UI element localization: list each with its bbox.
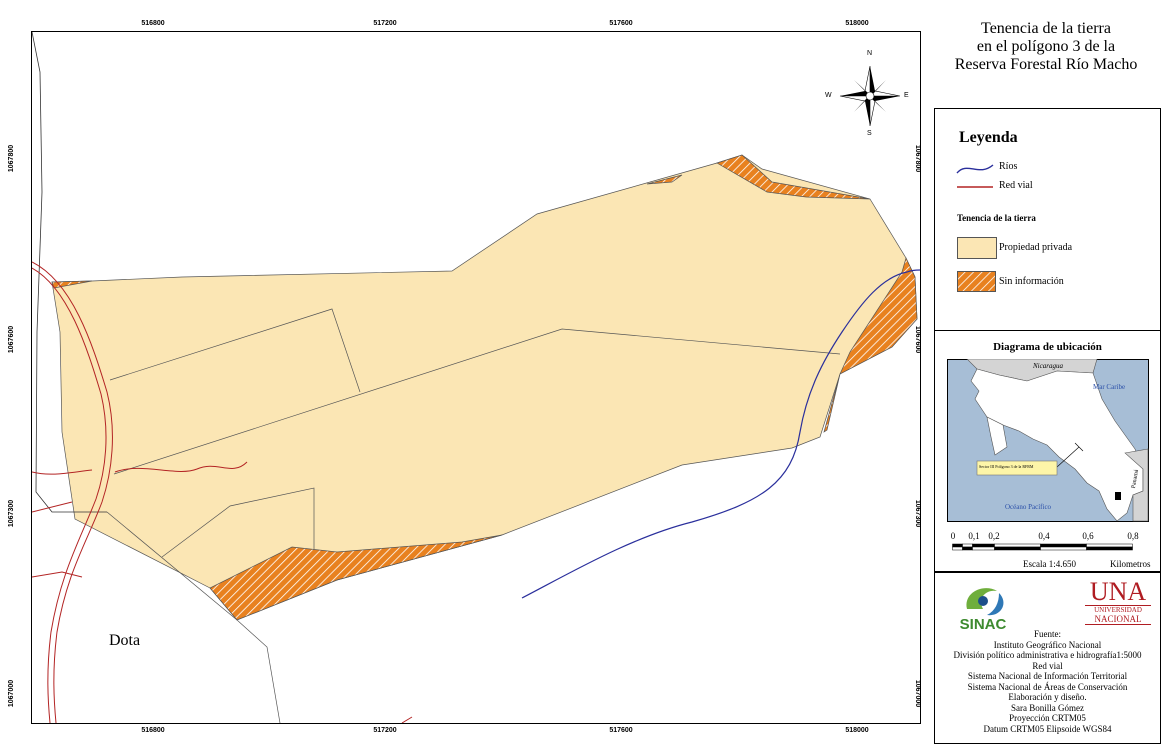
compass-e-label: E	[904, 92, 909, 99]
location-diagram-panel: Diagrama de ubicación Nicaragua Mar Cari…	[934, 330, 1161, 572]
title-line: en el polígono 3 de la	[976, 38, 1116, 55]
scale-bar-graphic	[952, 543, 1133, 551]
title-line: Tenencia de la tierra	[981, 20, 1111, 37]
compass-w-label: W	[825, 92, 832, 99]
credit-line: Sistema Nacional de Áreas de Conservació…	[967, 681, 1128, 692]
map-title: Tenencia de la tierra en el polígono 3 d…	[935, 20, 1157, 74]
rio-river	[521, 269, 920, 599]
scale-tick-label: 0,2	[988, 531, 1000, 541]
diagram-title: Diagrama de ubicación	[993, 341, 1102, 353]
credits-panel: SINAC UNA UNIVERSIDAD NACIONAL Fuente: I…	[934, 572, 1161, 744]
map-frame: N S E W Dota	[31, 31, 921, 724]
legend-panel: Leyenda Ríos Red vial Tenencia de la tie…	[934, 108, 1161, 332]
legend-tenencia-title: Tenencia de la tierra	[957, 213, 1036, 223]
x-tick-label: 518000	[845, 727, 869, 734]
scale-tick-label: 0,1	[968, 531, 980, 541]
y-tick-label: 1067300	[8, 499, 16, 528]
scale-tick-label: 0,6	[1082, 531, 1094, 541]
una-logo: UNA UNIVERSIDAD NACIONAL	[1085, 579, 1151, 637]
x-tick-label: 517200	[373, 20, 397, 27]
title-line: Reserva Forestal Río Macho	[954, 56, 1138, 73]
x-tick-label: 516800	[141, 20, 165, 27]
inset-mar-caribe-label: Mar Caribe	[1093, 383, 1126, 391]
scale-units: Kilometros	[1110, 559, 1151, 569]
una-logo-text: UNA	[1089, 577, 1147, 606]
legend-sin-informacion-label: Sin información	[999, 276, 1064, 287]
sinac-logo: SINAC	[953, 579, 1013, 637]
y-tick-label: 1067800	[8, 144, 16, 173]
propiedad-privada-swatch	[957, 237, 997, 259]
compass-rose	[839, 65, 901, 127]
compass-n-label: N	[867, 50, 873, 57]
river-legend-symbol	[956, 164, 994, 174]
x-tick-label: 516800	[141, 727, 165, 734]
road-legend-symbol	[957, 186, 993, 188]
compass-s-label: S	[867, 130, 872, 137]
scale-tick-label: 0,4	[1038, 531, 1050, 541]
credits-text: Fuente: Instituto Geográfico Nacional Di…	[935, 629, 1160, 734]
municipal-boundary	[106, 511, 281, 723]
propiedad-privada-area[interactable]	[51, 154, 918, 621]
scale-tick-label: 0	[950, 531, 956, 541]
legend-red-vial-label: Red vial	[999, 180, 1033, 191]
location-inset-map	[947, 359, 1149, 522]
y-tick-label: 1067000	[914, 679, 922, 708]
credit-line: Fuente:	[1034, 629, 1061, 639]
y-tick-label: 1067600	[8, 325, 16, 354]
legend-propiedad-label: Propiedad privada	[999, 242, 1073, 253]
inset-nicaragua-label: Nicaragua	[1033, 362, 1063, 370]
scale-label: Escala 1:4.650	[1023, 559, 1076, 569]
x-tick-label: 518000	[845, 20, 869, 27]
sin-informacion-swatch	[957, 271, 996, 292]
inset-oceano-pacifico-label: Océano Pacífico	[1005, 503, 1052, 511]
credit-line: Sara Bonilla Gómez	[1011, 702, 1084, 713]
y-tick-label: 1067000	[8, 679, 16, 708]
sin-informacion-areas[interactable]	[51, 154, 918, 621]
dota-label: Dota	[109, 632, 141, 649]
legend-title: Leyenda	[959, 129, 1018, 146]
y-tick-label: 1067600	[914, 325, 922, 354]
credit-line: Proyección CRTM05	[1009, 713, 1086, 723]
sinac-logo-text: SINAC	[959, 616, 1007, 633]
credit-line: Red vial	[1032, 660, 1063, 671]
x-tick-label: 517600	[609, 20, 633, 27]
x-tick-label: 517200	[373, 727, 397, 734]
x-tick-label: 517600	[609, 727, 633, 734]
sinac-emblem-icon	[966, 588, 1004, 616]
una-logo-sub1: UNIVERSIDAD	[1085, 605, 1151, 614]
legend-rios-label: Ríos	[999, 161, 1018, 172]
credit-line: División político administrativa e hidro…	[953, 650, 1142, 660]
credit-line: Instituto Geográfico Nacional	[993, 639, 1102, 650]
map-canvas	[32, 32, 920, 723]
credit-line: Sistema Nacional de Información Territor…	[967, 671, 1128, 681]
red-vial-roads	[32, 261, 413, 723]
credit-line: Datum CRTM05 Elipsoide WGS84	[983, 723, 1112, 734]
y-tick-label: 1067300	[914, 499, 922, 528]
inset-callout-label: Sector III Polígono 3 de la RFRM	[979, 464, 1034, 469]
parcel-boundaries	[109, 308, 841, 558]
scale-tick-label: 0,8	[1127, 531, 1139, 541]
credit-line: Elaboración y diseño.	[1008, 692, 1087, 702]
y-tick-label: 1067800	[914, 144, 922, 173]
una-logo-sub2: NACIONAL	[1085, 614, 1151, 625]
left-boundary	[32, 32, 107, 513]
